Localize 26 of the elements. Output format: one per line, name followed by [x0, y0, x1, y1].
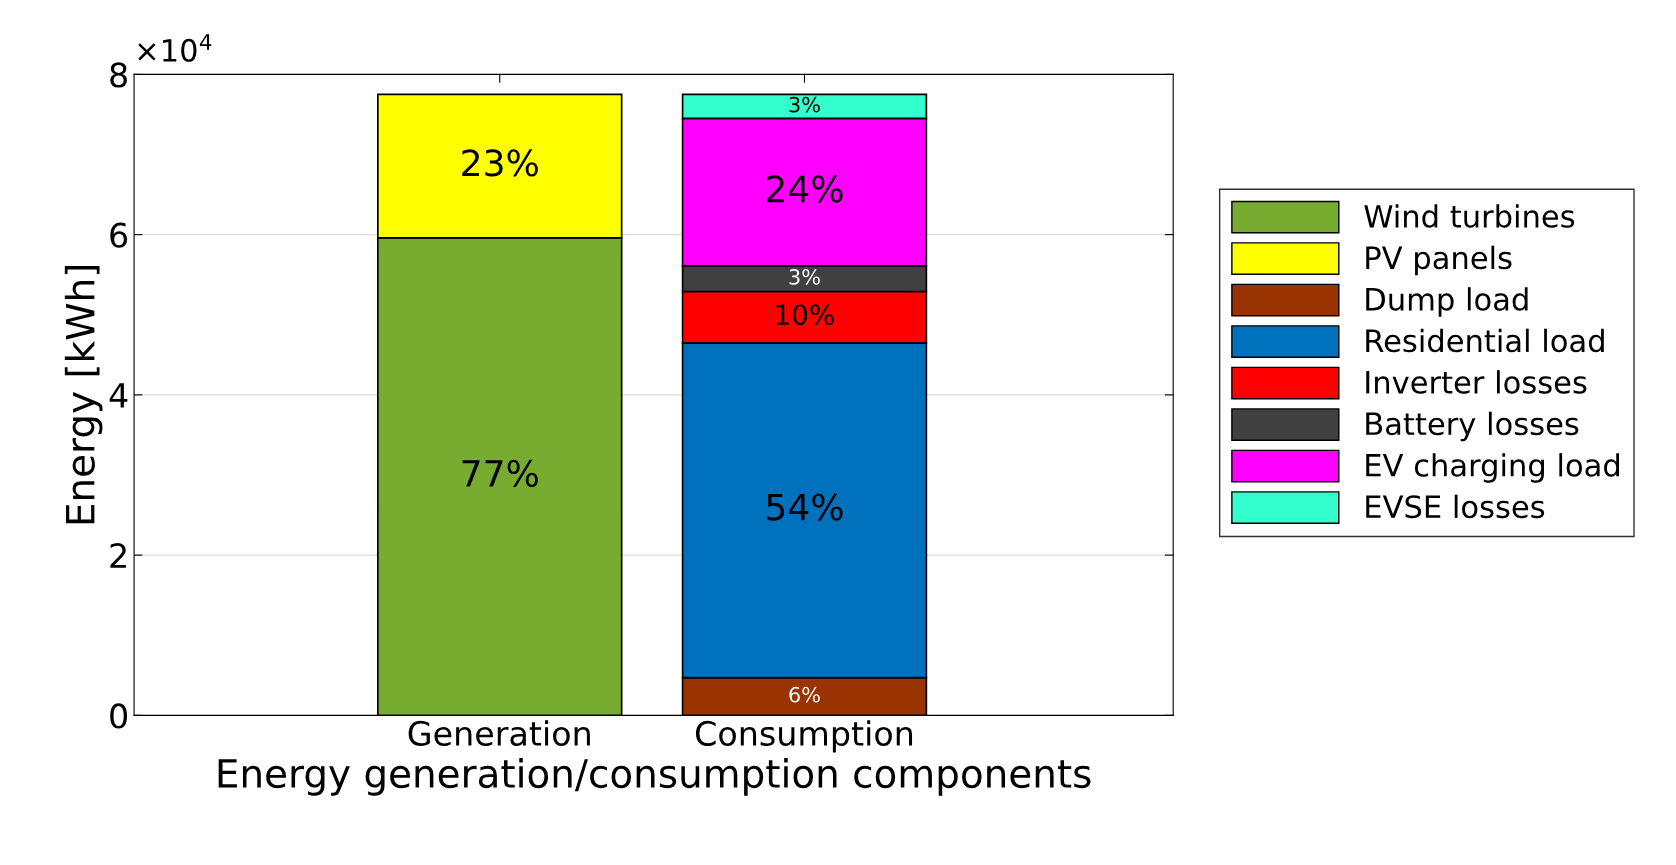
legend-label: Wind turbines [1364, 204, 1575, 228]
legend-label: PV panels [1366, 245, 1512, 276]
annotation: 3% [789, 96, 820, 113]
x-tick-label: Generation [408, 720, 590, 747]
legend-label: EVSE losses [1366, 494, 1545, 519]
y-tick-label: 8 [110, 62, 127, 88]
annotation: 3% [789, 268, 820, 285]
x-axis-title: Energy generation/consumption components [218, 758, 1091, 796]
annotation: 6% [789, 686, 820, 703]
legend-label: Battery losses [1366, 411, 1579, 442]
annotation: 23% [462, 149, 538, 177]
y-tick-label: 6 [110, 222, 128, 248]
y-tick-label: 0 [110, 703, 128, 729]
annotation: 10% [776, 304, 834, 326]
text: ×10$^{4}$ [138, 34, 212, 62]
legend-label: Residential load [1366, 328, 1604, 353]
y-axis-title: Energy [kWh] [64, 265, 103, 524]
legend-label: EV charging load [1366, 453, 1619, 483]
annotation: 24% [766, 175, 843, 203]
annotation: 54% [767, 493, 843, 521]
x-tick-label: Consumption [695, 720, 913, 753]
annotation: 77% [462, 459, 538, 488]
y-tick-label: 2 [110, 543, 126, 568]
y-tick-label: 4 [109, 383, 128, 408]
legend-label: Dump load [1366, 287, 1528, 317]
legend-label: Inverter losses [1366, 370, 1587, 394]
